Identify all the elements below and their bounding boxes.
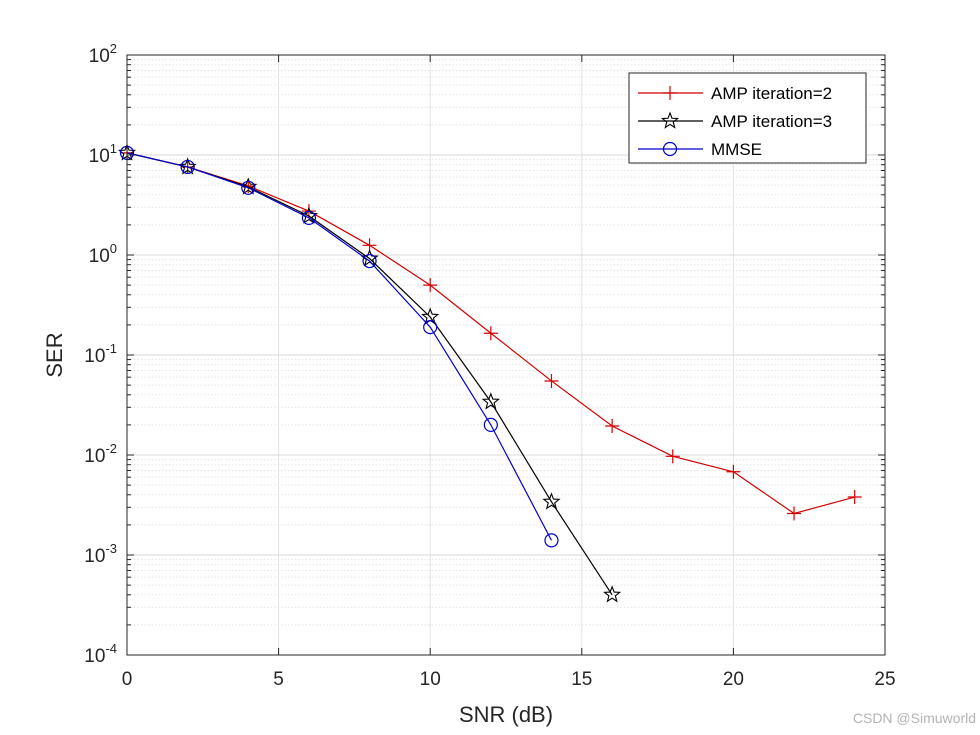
legend-label: AMP iteration=3 — [711, 112, 832, 131]
y-tick-label: 10-2 — [84, 441, 117, 467]
y-tick-label: 100 — [89, 241, 117, 267]
y-tick-base: 10 — [89, 46, 110, 67]
x-tick-label: 0 — [122, 669, 133, 690]
data-point-circle — [362, 253, 377, 269]
series-line — [126, 152, 553, 541]
x-tick-label: 10 — [420, 669, 441, 690]
y-tick-exponent: -3 — [105, 541, 117, 556]
x-tick-label: 15 — [571, 669, 592, 690]
y-tick-label: 10-1 — [84, 341, 117, 367]
x-tick-label: 20 — [723, 669, 744, 690]
y-tick-base: 10 — [89, 146, 110, 167]
data-point-circle — [241, 180, 256, 195]
ticks — [126, 54, 886, 656]
y-tick-label: 10-4 — [84, 641, 117, 667]
y-tick-base: 10 — [84, 646, 105, 667]
y-tick-exponent: -2 — [105, 441, 117, 456]
legend: AMP iteration=2 AMP iteration=3 MMSE — [628, 72, 867, 164]
data-point-plus — [787, 506, 802, 521]
data-point-plus — [665, 449, 680, 464]
data-point-circle — [301, 210, 317, 225]
data-point-plus — [483, 326, 498, 341]
series-3 — [119, 145, 559, 548]
x-tick-label: 25 — [874, 669, 895, 690]
y-tick-label: 102 — [89, 41, 117, 67]
y-tick-label: 10-3 — [84, 541, 117, 567]
y-tick-exponent: 0 — [110, 241, 117, 256]
data-point-star — [360, 249, 379, 267]
watermark: CSDN @Simuworld — [853, 710, 976, 726]
grid — [127, 55, 885, 655]
legend-marker — [663, 86, 677, 100]
y-tick-base: 10 — [84, 346, 105, 367]
data-point-star — [542, 492, 561, 510]
legend-label: AMP iteration=2 — [711, 84, 832, 103]
legend-label: MMSE — [711, 140, 762, 159]
data-point-star — [603, 585, 622, 603]
legend-marker — [662, 141, 678, 157]
data-point-circle — [180, 159, 195, 175]
data-point-circle — [423, 320, 438, 335]
y-tick-base: 10 — [84, 446, 105, 467]
y-tick-base: 10 — [89, 246, 110, 267]
y-tick-exponent: 2 — [110, 41, 117, 56]
data-point-plus — [605, 418, 620, 433]
data-point-circle — [544, 533, 559, 548]
series-layer — [117, 143, 862, 603]
data-point-plus — [544, 373, 559, 388]
data-point-star — [481, 392, 500, 410]
legend-entry: MMSE — [638, 140, 762, 159]
y-axis-label: SER — [42, 332, 67, 377]
x-axis-label: SNR (dB) — [459, 702, 553, 727]
y-tick-exponent: -1 — [105, 341, 117, 356]
y-tick-label: 101 — [89, 141, 117, 167]
x-tick-label: 5 — [273, 669, 284, 690]
data-point-plus — [726, 464, 741, 479]
data-point-plus — [423, 278, 438, 293]
y-tick-base: 10 — [84, 546, 105, 567]
data-point-plus — [847, 490, 862, 505]
legend-entry: AMP iteration=2 — [638, 84, 832, 103]
legend-entry: AMP iteration=3 — [638, 111, 832, 131]
data-point-circle — [483, 417, 498, 432]
data-point-star — [299, 206, 319, 224]
y-tick-exponent: 1 — [110, 141, 117, 156]
y-tick-exponent: -4 — [105, 641, 117, 656]
legend-marker — [660, 111, 680, 129]
